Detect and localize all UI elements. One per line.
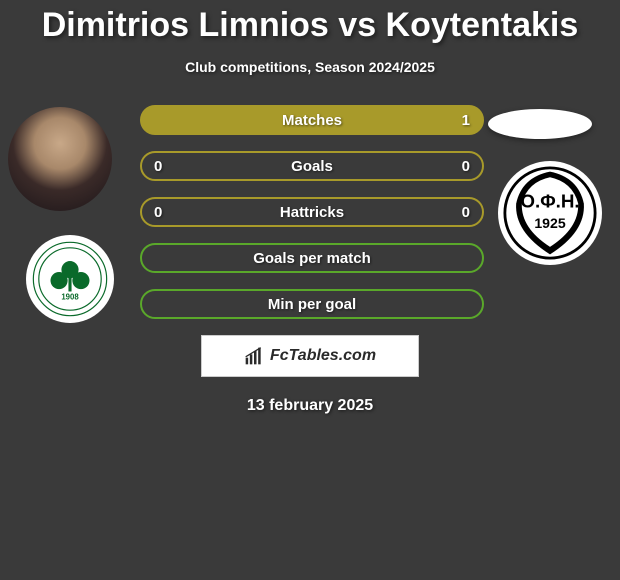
club-badge-right: Ο.Φ.Η. 1925 [498,161,602,265]
player-photo-left [8,107,112,211]
stat-label: Matches [282,112,342,129]
player-photo-placeholder [8,107,112,211]
panathinaikos-badge-icon: 1908 [31,240,109,318]
stat-label: Goals per match [253,250,371,267]
club-badge-left: 1908 [26,235,114,323]
chart-icon [244,346,264,366]
stat-bar-hattricks: 0 Hattricks 0 [140,197,484,227]
page-title: Dimitrios Limnios vs Koytentakis [0,0,620,45]
stat-bars-container: Matches 1 0 Goals 0 0 Hattricks 0 Goals per matc… [140,105,484,319]
date-text: 13 february 2025 [0,397,620,415]
watermark-badge: FcTables.com [201,335,419,377]
content-area: Ο.Φ.Η. 1925 1908 Matches 1 0 Goals 0 0 Hattric… [0,105,620,319]
stat-bar-goals-per-match: Goals per match [140,243,484,273]
ofi-badge-icon: Ο.Φ.Η. 1925 [503,166,597,260]
stat-value-right: 1 [462,112,470,129]
stat-label: Hattricks [280,204,344,221]
watermark-text: FcTables.com [270,347,376,365]
stat-bar-goals: 0 Goals 0 [140,151,484,181]
club-left-year: 1908 [61,292,79,301]
stat-value-left: 0 [154,204,162,221]
stat-value-left: 0 [154,158,162,175]
stat-label: Min per goal [268,296,356,313]
stat-bar-min-per-goal: Min per goal [140,289,484,319]
svg-text:Ο.Φ.Η.: Ο.Φ.Η. [520,190,579,211]
stat-value-right: 0 [462,158,470,175]
stat-bar-matches: Matches 1 [140,105,484,135]
stat-label: Goals [291,158,333,175]
stat-value-right: 0 [462,204,470,221]
club-right-year: 1925 [534,215,566,231]
subtitle: Club competitions, Season 2024/2025 [0,59,620,75]
player-marker-right [488,109,592,139]
